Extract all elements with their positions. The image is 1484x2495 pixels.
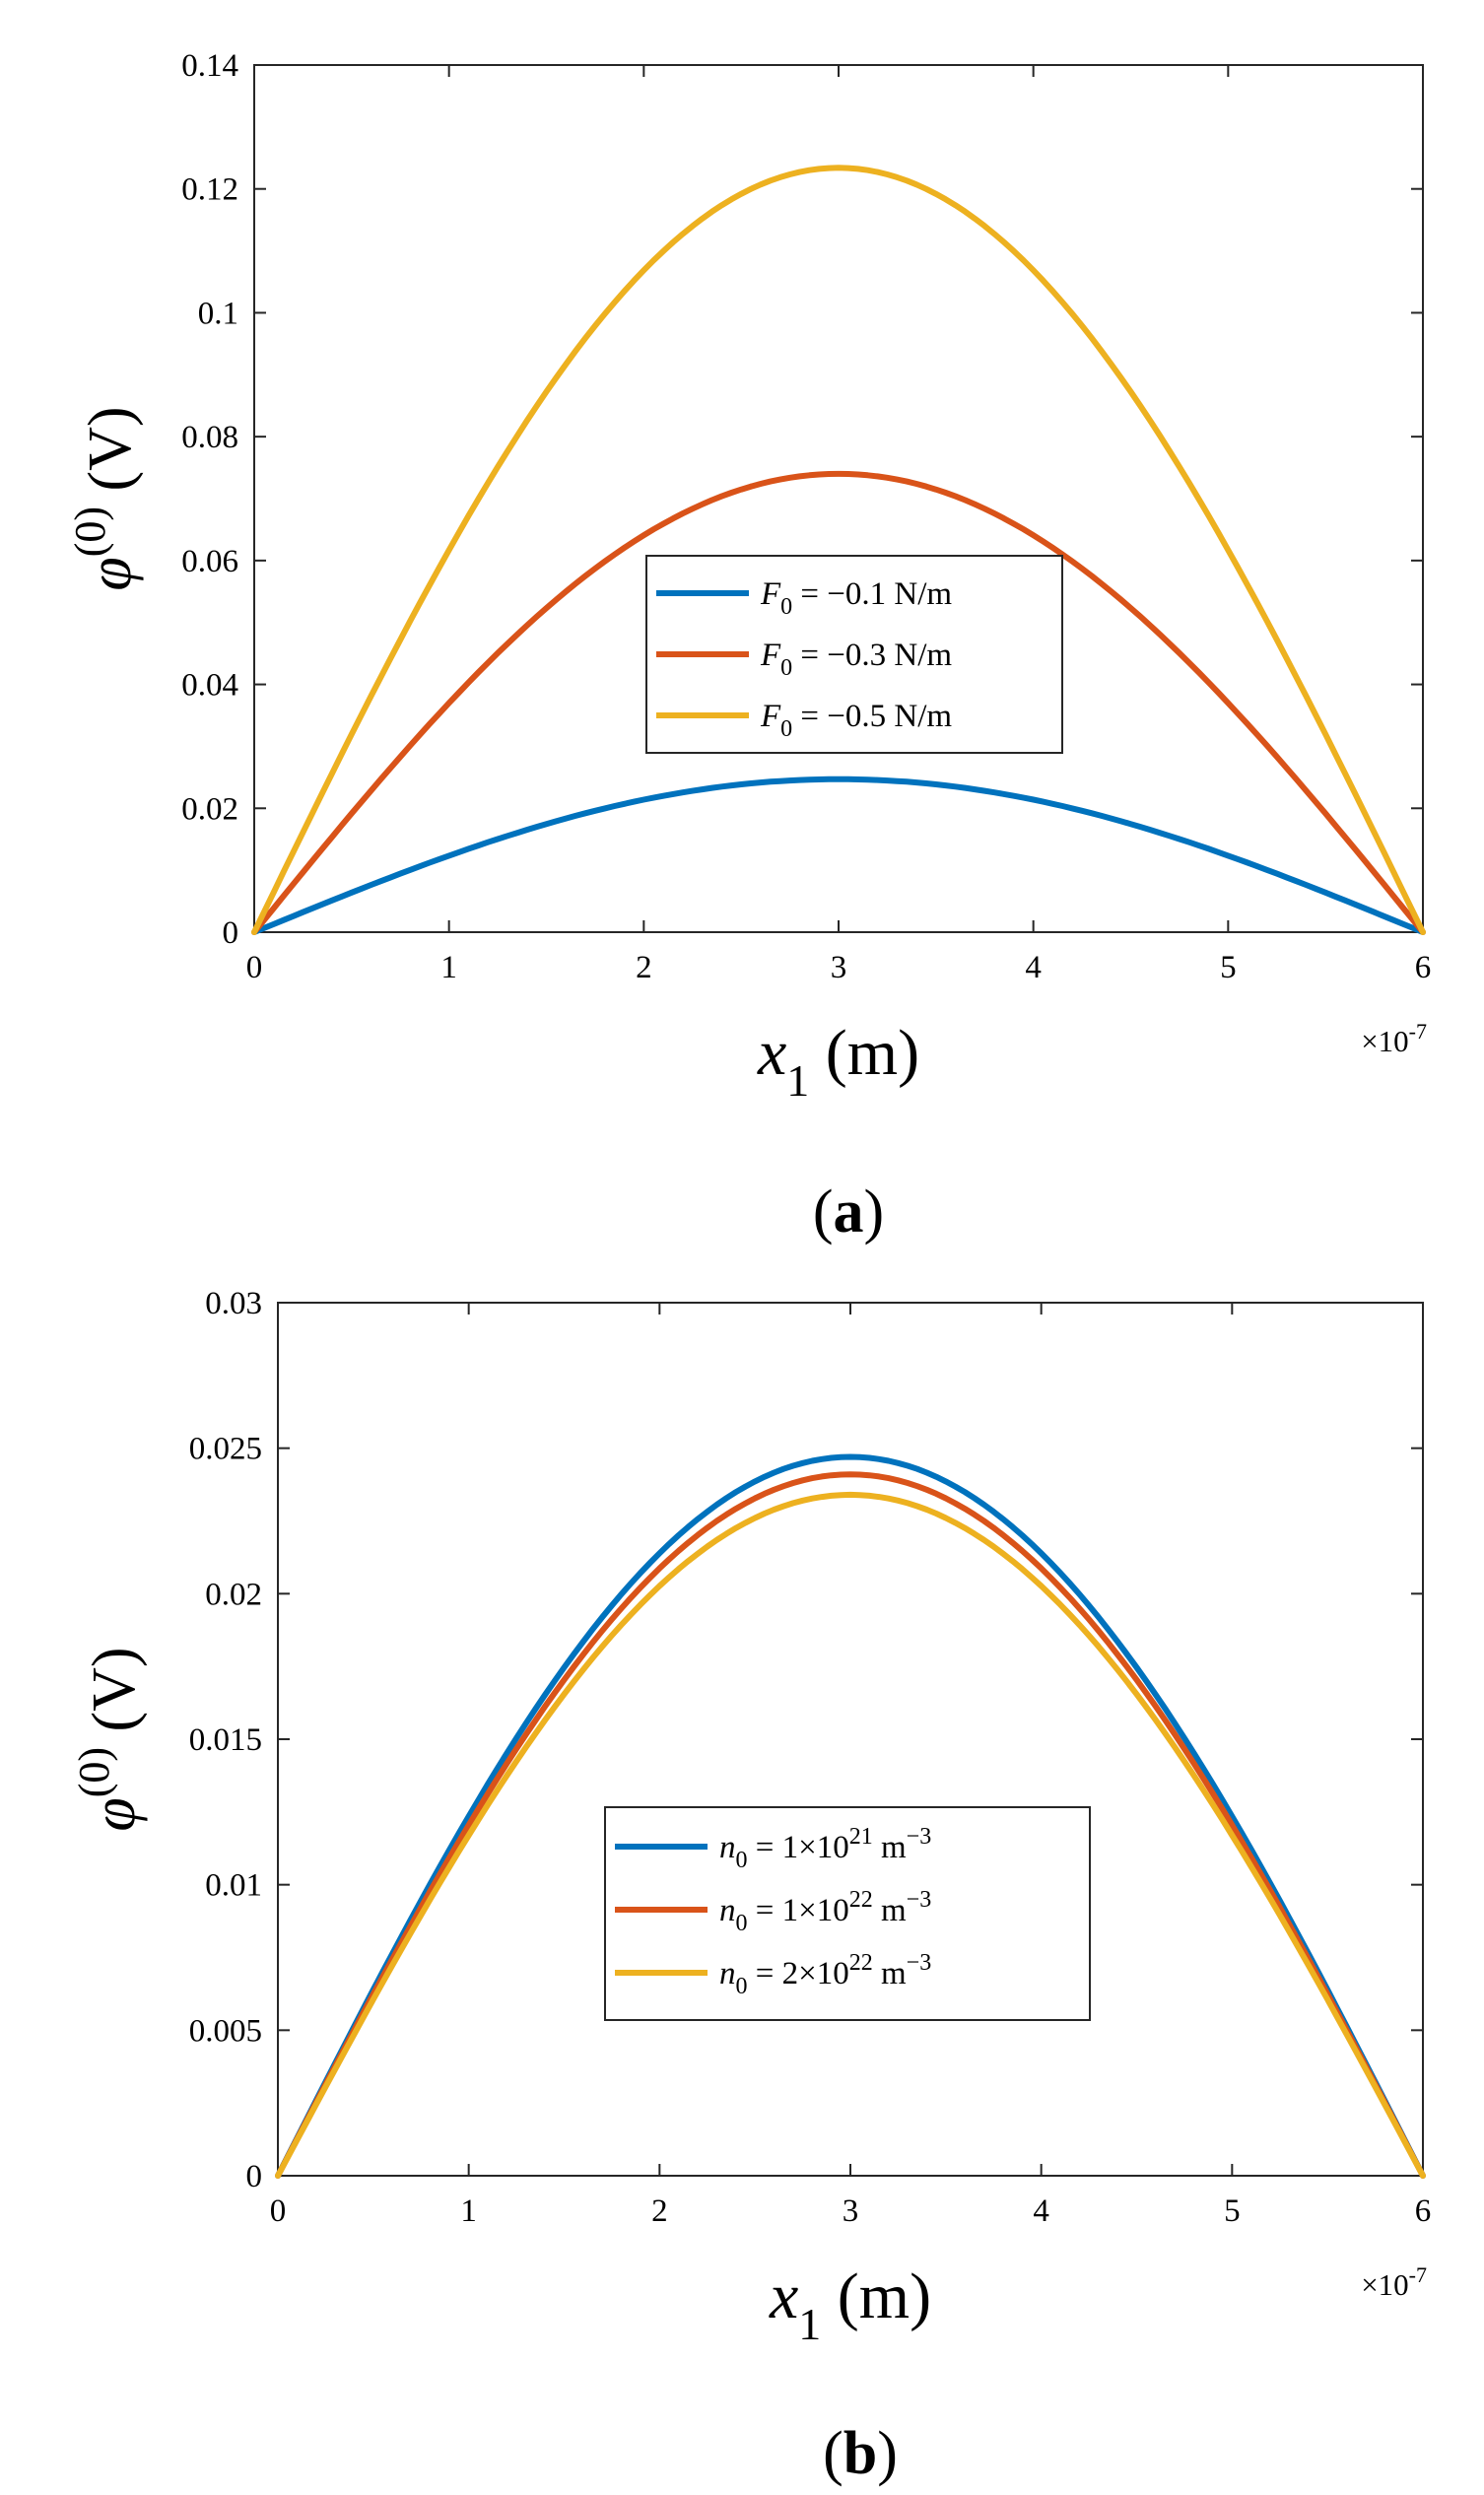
series-line-1 [275,1453,1426,2179]
y-tick-label: 0.03 [205,1286,262,1321]
x-tick-label: 3 [843,2193,859,2229]
y-tick-label: 0.12 [181,172,238,208]
y-tick-label: 0.06 [181,544,238,579]
x-tick-label: 2 [636,950,652,985]
x-multiplier: ×10-7 [1361,1019,1427,1058]
x-tick-label: 5 [1220,950,1237,985]
y-tick-label: 0.005 [189,2013,262,2049]
plot-area [277,1302,1424,2177]
legend: n0 = 1×1021 m−3 n0 = 1×1022 m−3 n0 = 2×102… [604,1806,1091,2021]
x-tick-label: 0 [246,950,263,985]
panel-caption: (a) [813,1179,884,1246]
y-tick-label: 0.14 [181,48,238,84]
y-tick-label: 0.04 [181,668,238,704]
x-tick-label: 2 [651,2193,668,2229]
x-tick-label: 4 [1025,950,1042,985]
y-tick-label: 0 [223,915,239,951]
series-line-3 [275,1491,1426,2179]
x-tick-label: 5 [1224,2193,1241,2229]
panel-b: 0 1 2 3 4 5 6 0 0.005 0.01 0.015 0.02 0.025 0.03 ×10-7… [70,1286,1431,2487]
y-tick-label: 0.025 [189,1432,262,1467]
y-tick-label: 0.02 [181,791,238,827]
series-line-1 [251,775,1426,935]
plot-area [253,64,1424,933]
x-tick-label: 4 [1033,2193,1049,2229]
x-tick-label: 1 [460,2193,477,2229]
x-axis-label: x1 (m) [769,2260,931,2349]
y-tick-label: 0.02 [205,1577,262,1612]
x-tick-label: 3 [831,950,847,985]
panel-a: 0 1 2 3 4 5 6 0 0.02 0.04 0.06 0.08 0.1 0.12 0.14 ×10-7… [66,48,1431,1246]
legend-label-3: F0 = −0.5 N/m [760,699,952,742]
x-tick-label: 0 [270,2193,287,2229]
series-line-2 [251,470,1426,935]
x-tick-label: 6 [1415,950,1432,985]
legend-label-2: F0 = −0.3 N/m [760,638,952,681]
y-tick-label: 0.1 [198,296,238,331]
legend-label-1: n0 = 1×1021 m−3 [719,1824,931,1873]
y-tick-label: 0.015 [189,1722,262,1758]
legend-label-1: F0 = −0.1 N/m [760,576,952,620]
y-axis-label: φ(0) (V) [70,1647,148,1831]
legend-label-2: n0 = 1×1022 m−3 [719,1887,931,1936]
panel-caption: (b) [823,2420,898,2487]
series-line-2 [275,1471,1426,2179]
x-multiplier: ×10-7 [1361,2262,1427,2302]
legend-label-3: n0 = 2×1022 m−3 [719,1950,931,1999]
legend-box [604,1806,1091,2021]
legend: F0 = −0.1 N/m F0 = −0.3 N/m F0 = −0.5 N/m [645,555,1063,754]
y-tick-label: 0.01 [205,1868,262,1904]
y-axis-label: φ(0) (V) [66,406,144,590]
y-tick-label: 0.08 [181,420,238,455]
y-tick-label: 0 [246,2159,263,2194]
x-tick-label: 1 [440,950,457,985]
series-line-3 [251,165,1426,935]
x-axis-label: x1 (m) [757,1017,919,1106]
x-tick-label: 6 [1415,2193,1432,2229]
